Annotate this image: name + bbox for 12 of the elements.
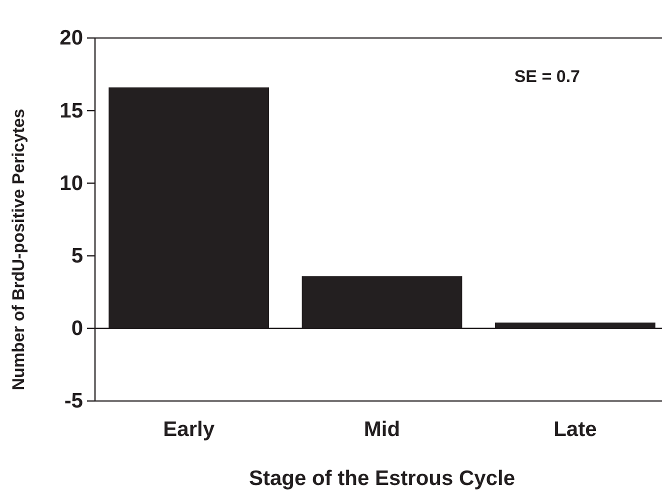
- y-tick-label: 0: [71, 317, 83, 340]
- y-axis-title: Number of BrdU-positive Pericytes: [9, 108, 28, 390]
- x-tick-label: Mid: [364, 418, 400, 441]
- y-tick-label: 15: [60, 99, 84, 122]
- y-tick-label: -5: [64, 390, 84, 413]
- y-tick-label: 10: [60, 172, 83, 195]
- x-axis-title: Stage of the Estrous Cycle: [248, 467, 516, 490]
- annotation: SE = 0.7: [514, 67, 580, 86]
- y-tick-label: 5: [71, 244, 84, 268]
- x-tick-label: Late: [554, 418, 597, 441]
- y-tick-label: 20: [60, 26, 83, 50]
- x-tick-label: Early: [163, 418, 215, 441]
